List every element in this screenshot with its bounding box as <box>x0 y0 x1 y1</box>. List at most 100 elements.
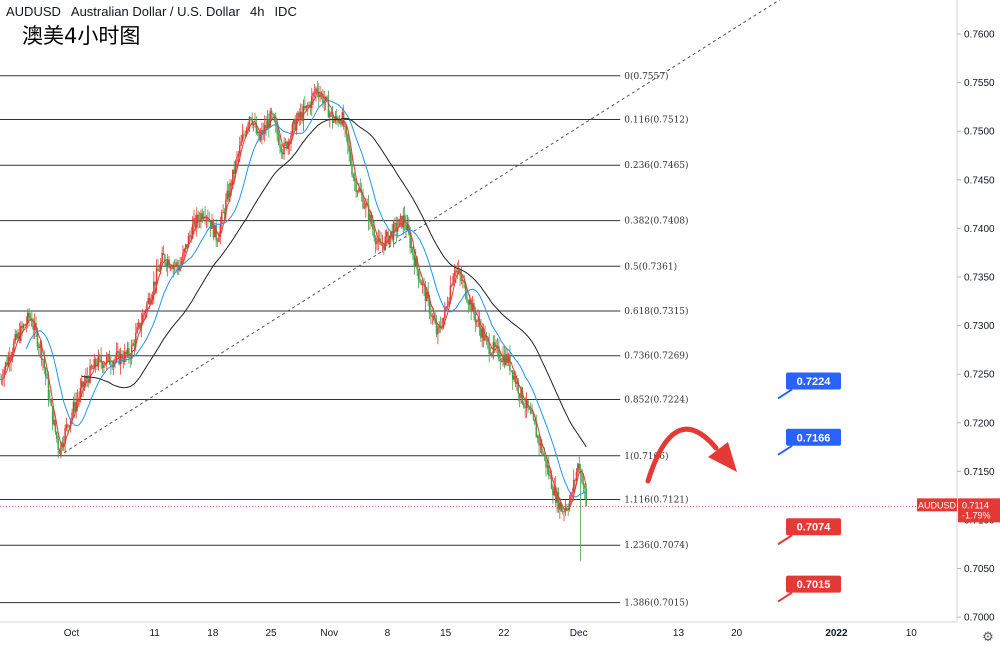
x-tick-label: 10 <box>906 628 918 639</box>
candle-body <box>370 214 373 225</box>
candle-body <box>240 141 242 146</box>
candle-body <box>201 213 204 219</box>
fib-level-label: 0.116(0.7512) <box>624 115 688 126</box>
candle-body <box>534 419 536 425</box>
fib-level-label: 1.236(0.7074) <box>624 540 688 551</box>
annotation-badge-text: 0.7015 <box>797 579 831 591</box>
candle-body <box>564 507 567 512</box>
ma-mid-line <box>25 100 587 498</box>
candle-body <box>272 113 274 116</box>
candle-body <box>496 345 499 347</box>
candle-body <box>236 157 238 162</box>
candle-body <box>28 312 30 318</box>
candle-body <box>561 511 564 513</box>
settings-gear-icon[interactable]: ⚙ <box>982 629 994 644</box>
candle-body <box>506 354 508 363</box>
candle-body <box>446 305 449 307</box>
candle-body <box>92 368 94 370</box>
candle-body <box>176 262 179 267</box>
candle-body <box>444 308 446 318</box>
candle-body <box>491 353 493 355</box>
chart-header: AUDUSD Australian Dollar / U.S. Dollar 4h I… <box>6 4 307 19</box>
candle-body <box>477 319 479 321</box>
candle-body <box>541 442 543 454</box>
candle-body <box>191 224 194 239</box>
candle-body <box>359 188 362 192</box>
candle-body <box>365 203 367 208</box>
candle-body <box>214 225 216 238</box>
symbol-description: Australian Dollar / U.S. Dollar <box>70 4 240 19</box>
candle-body <box>128 348 130 358</box>
candle-body <box>147 297 150 304</box>
candle-body <box>344 125 346 127</box>
candle-body <box>82 381 84 387</box>
candle-body <box>222 211 224 213</box>
candle-body <box>71 412 73 419</box>
candle-body <box>531 413 533 415</box>
candle-body <box>308 104 310 107</box>
candle-body <box>394 223 396 224</box>
candle-body <box>154 281 156 286</box>
candle-body <box>26 312 29 324</box>
candle-body <box>33 323 36 330</box>
candle-body <box>459 270 461 276</box>
candle-body <box>480 327 482 338</box>
candle-body <box>403 215 406 224</box>
candle-body <box>146 303 148 312</box>
candle-body <box>329 113 331 118</box>
fib-level-label: 0.852(0.7224) <box>624 394 688 405</box>
candle-body <box>276 124 278 134</box>
candle-body <box>553 486 556 496</box>
candle-body <box>538 436 540 446</box>
interval-label[interactable]: 4h <box>249 4 265 19</box>
candle-body <box>435 323 438 335</box>
candle-body <box>342 112 345 127</box>
candle-body <box>247 124 249 129</box>
candle-body <box>229 182 231 198</box>
candle-body <box>439 325 442 328</box>
candle-body <box>349 151 352 164</box>
candle-body <box>187 236 190 248</box>
candle-body <box>448 300 450 306</box>
candle-body <box>521 387 524 404</box>
candle-body <box>313 92 316 94</box>
candle-body <box>390 231 392 236</box>
candle-body <box>135 332 137 347</box>
y-tick-label: 0.7200 <box>964 418 995 429</box>
candle-body <box>83 382 86 387</box>
candle-body <box>74 402 76 412</box>
candle-body <box>470 299 472 312</box>
y-tick-label: 0.7150 <box>964 467 995 478</box>
current-price-text: 0.7114 <box>962 500 989 510</box>
candle-body <box>330 112 332 114</box>
annotation-badge <box>786 518 841 536</box>
candle-body <box>453 273 456 277</box>
candle-body <box>155 268 158 286</box>
candle-body <box>536 436 539 438</box>
candle-body <box>20 325 22 341</box>
candle-body <box>559 502 561 510</box>
candle-body <box>431 315 434 317</box>
candle-body <box>571 492 574 494</box>
symbol-label[interactable]: AUDUSD <box>6 4 61 19</box>
candle-body <box>79 387 82 397</box>
candle-body <box>22 324 25 328</box>
candle-body <box>525 400 528 409</box>
candle-body <box>158 271 161 272</box>
current-price-tag <box>958 498 1000 523</box>
candle-body <box>485 335 488 339</box>
x-tick-label: 13 <box>673 628 685 639</box>
candle-body <box>502 354 504 362</box>
candle-body <box>261 129 263 136</box>
candle-body <box>509 354 511 371</box>
candle-body <box>159 261 162 272</box>
candle-body <box>21 325 23 328</box>
candle-body <box>406 225 409 230</box>
candle-body <box>377 238 380 242</box>
candle-body <box>248 117 251 125</box>
candle-body <box>335 116 338 119</box>
candle-body <box>340 121 342 125</box>
candle-body <box>405 223 407 230</box>
candle-body <box>542 453 544 455</box>
